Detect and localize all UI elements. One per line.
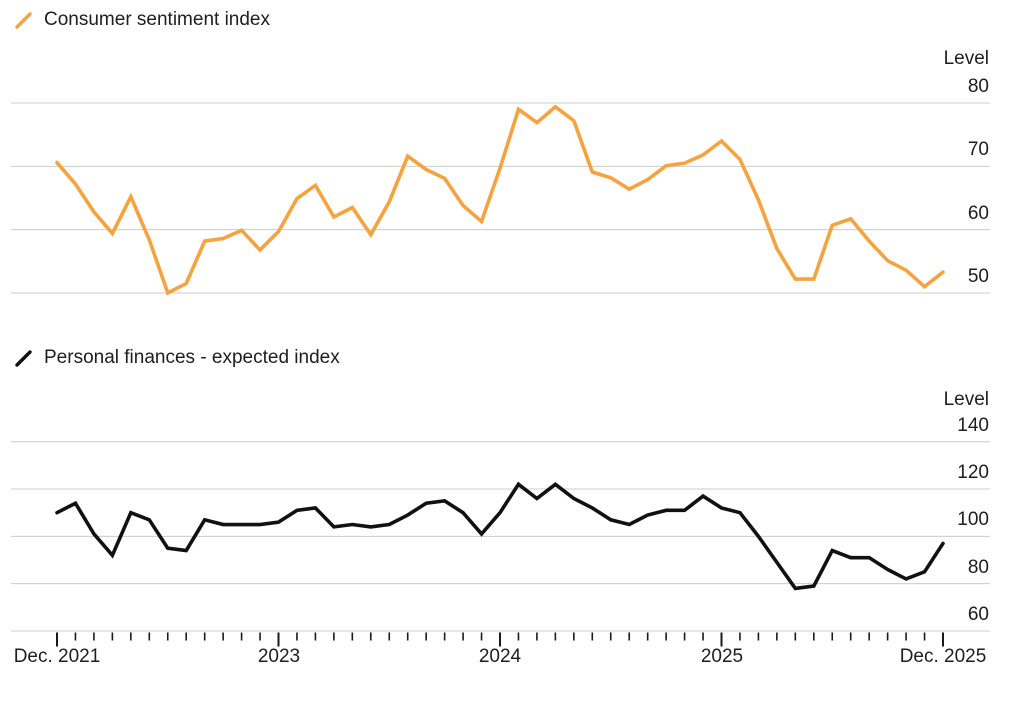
y-tick-label: 50 — [967, 266, 989, 287]
y-tick-label: 60 — [967, 604, 989, 625]
x-tick-label-2024: 2024 — [478, 646, 522, 667]
x-tick-label-dec-2025: Dec. 2025 — [899, 646, 987, 667]
y-tick-label: 80 — [967, 557, 989, 578]
x-tick-label-dec-2021: Dec. 2021 — [13, 646, 101, 667]
y-tick-label: 100 — [957, 509, 989, 530]
y-axis-title-top: Level — [943, 48, 989, 69]
y-tick-label: 140 — [957, 415, 989, 436]
x-tick-label-2025: 2025 — [700, 646, 744, 667]
y-tick-label: 80 — [967, 76, 989, 97]
orange-diagonal-line-icon — [15, 12, 32, 29]
legend-label-personal-finances: Personal finances - expected index — [44, 347, 340, 368]
y-tick-label: 70 — [967, 139, 989, 160]
y-axis-title-bottom: Level — [943, 389, 989, 410]
x-tick-label-2023: 2023 — [257, 646, 301, 667]
y-tick-label: 120 — [957, 462, 989, 483]
series-line-consumer-sentiment — [55, 104, 945, 296]
black-diagonal-line-icon — [15, 350, 32, 367]
legend-consumer-sentiment: Consumer sentiment index — [14, 8, 270, 32]
y-tick-label: 60 — [967, 203, 989, 224]
legend-label-consumer-sentiment: Consumer sentiment index — [44, 9, 270, 30]
legend-personal-finances: Personal finances - expected index — [14, 346, 340, 370]
series-line-personal-finances-expected — [55, 481, 945, 591]
